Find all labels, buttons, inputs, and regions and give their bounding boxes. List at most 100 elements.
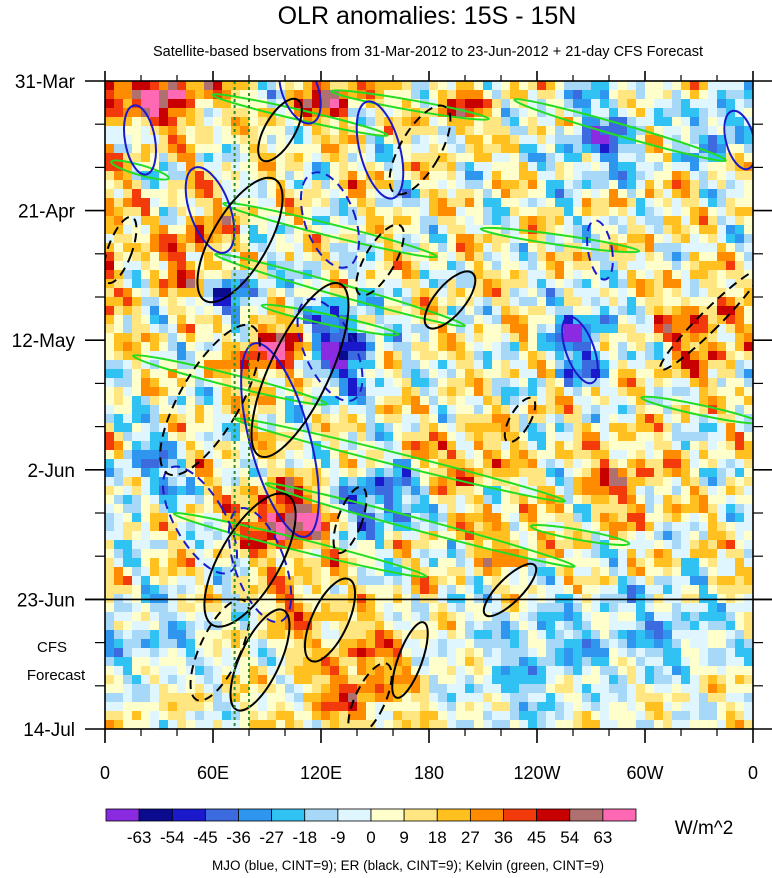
- field-cell: [618, 198, 628, 208]
- field-cell: [465, 396, 475, 406]
- field-cell: [735, 432, 745, 442]
- field-cell: [123, 567, 133, 577]
- field-cell: [312, 387, 322, 397]
- field-cell: [582, 135, 592, 145]
- field-cell: [438, 540, 448, 550]
- field-cell: [411, 378, 421, 388]
- field-cell: [240, 459, 250, 469]
- field-cell: [717, 207, 727, 217]
- field-cell: [123, 216, 133, 226]
- field-cell: [150, 198, 160, 208]
- field-cell: [375, 396, 385, 406]
- field-cell: [177, 252, 187, 262]
- field-cell: [519, 504, 529, 514]
- field-cell: [663, 450, 673, 460]
- field-cell: [582, 297, 592, 307]
- field-cell: [420, 693, 430, 703]
- field-cell: [402, 189, 412, 199]
- field-cell: [285, 333, 295, 343]
- field-cell: [123, 270, 133, 280]
- field-cell: [240, 423, 250, 433]
- field-cell: [420, 630, 430, 640]
- field-cell: [393, 477, 403, 487]
- field-cell: [519, 693, 529, 703]
- field-cell: [339, 441, 349, 451]
- field-cell: [195, 144, 205, 154]
- field-cell: [726, 198, 736, 208]
- field-cell: [357, 162, 367, 172]
- field-cell: [618, 405, 628, 415]
- field-cell: [339, 693, 349, 703]
- field-cell: [132, 459, 142, 469]
- field-cell: [726, 189, 736, 199]
- field-cell: [744, 477, 753, 487]
- field-cell: [303, 675, 313, 685]
- field-cell: [636, 378, 646, 388]
- field-cell: [294, 225, 304, 235]
- field-cell: [537, 207, 547, 217]
- field-cell: [339, 117, 349, 127]
- field-cell: [402, 234, 412, 244]
- field-cell: [528, 369, 538, 379]
- field-cell: [600, 342, 610, 352]
- field-cell: [591, 153, 601, 163]
- field-cell: [249, 576, 259, 586]
- field-cell: [159, 693, 169, 703]
- field-cell: [474, 324, 484, 334]
- field-cell: [294, 117, 304, 127]
- field-cell: [267, 189, 277, 199]
- field-cell: [474, 369, 484, 379]
- field-cell: [375, 216, 385, 226]
- field-cell: [690, 180, 700, 190]
- field-cell: [537, 684, 547, 694]
- field-cell: [492, 369, 502, 379]
- field-cell: [519, 369, 529, 379]
- field-cell: [366, 90, 376, 100]
- field-cell: [573, 99, 583, 109]
- field-cell: [618, 234, 628, 244]
- field-cell: [474, 558, 484, 568]
- field-cell: [249, 477, 259, 487]
- field-cell: [528, 477, 538, 487]
- field-cell: [654, 612, 664, 622]
- field-cell: [159, 531, 169, 541]
- field-cell: [114, 387, 124, 397]
- field-cell: [456, 648, 466, 658]
- field-cell: [726, 558, 736, 568]
- field-cell: [312, 243, 322, 253]
- field-cell: [483, 576, 493, 586]
- field-cell: [456, 171, 466, 181]
- field-cell: [672, 279, 682, 289]
- field-cell: [699, 522, 709, 532]
- field-cell: [186, 135, 196, 145]
- field-cell: [456, 243, 466, 253]
- field-cell: [447, 225, 457, 235]
- field-cell: [573, 432, 583, 442]
- field-cell: [195, 612, 205, 622]
- field-cell: [366, 630, 376, 640]
- field-cell: [132, 558, 142, 568]
- field-cell: [339, 486, 349, 496]
- field-cell: [528, 513, 538, 523]
- field-cell: [285, 684, 295, 694]
- field-cell: [348, 297, 358, 307]
- field-cell: [402, 333, 412, 343]
- field-cell: [132, 450, 142, 460]
- field-cell: [645, 531, 655, 541]
- field-cell: [528, 657, 538, 667]
- field-cell: [609, 513, 619, 523]
- field-cell: [105, 351, 115, 361]
- field-cell: [672, 135, 682, 145]
- field-cell: [231, 279, 241, 289]
- field-cell: [672, 369, 682, 379]
- field-cell: [312, 522, 322, 532]
- field-cell: [681, 396, 691, 406]
- field-cell: [393, 504, 403, 514]
- field-cell: [258, 657, 268, 667]
- field-cell: [744, 387, 753, 397]
- field-cell: [546, 630, 556, 640]
- field-cell: [150, 612, 160, 622]
- field-cell: [726, 396, 736, 406]
- field-cell: [159, 513, 169, 523]
- field-cell: [339, 423, 349, 433]
